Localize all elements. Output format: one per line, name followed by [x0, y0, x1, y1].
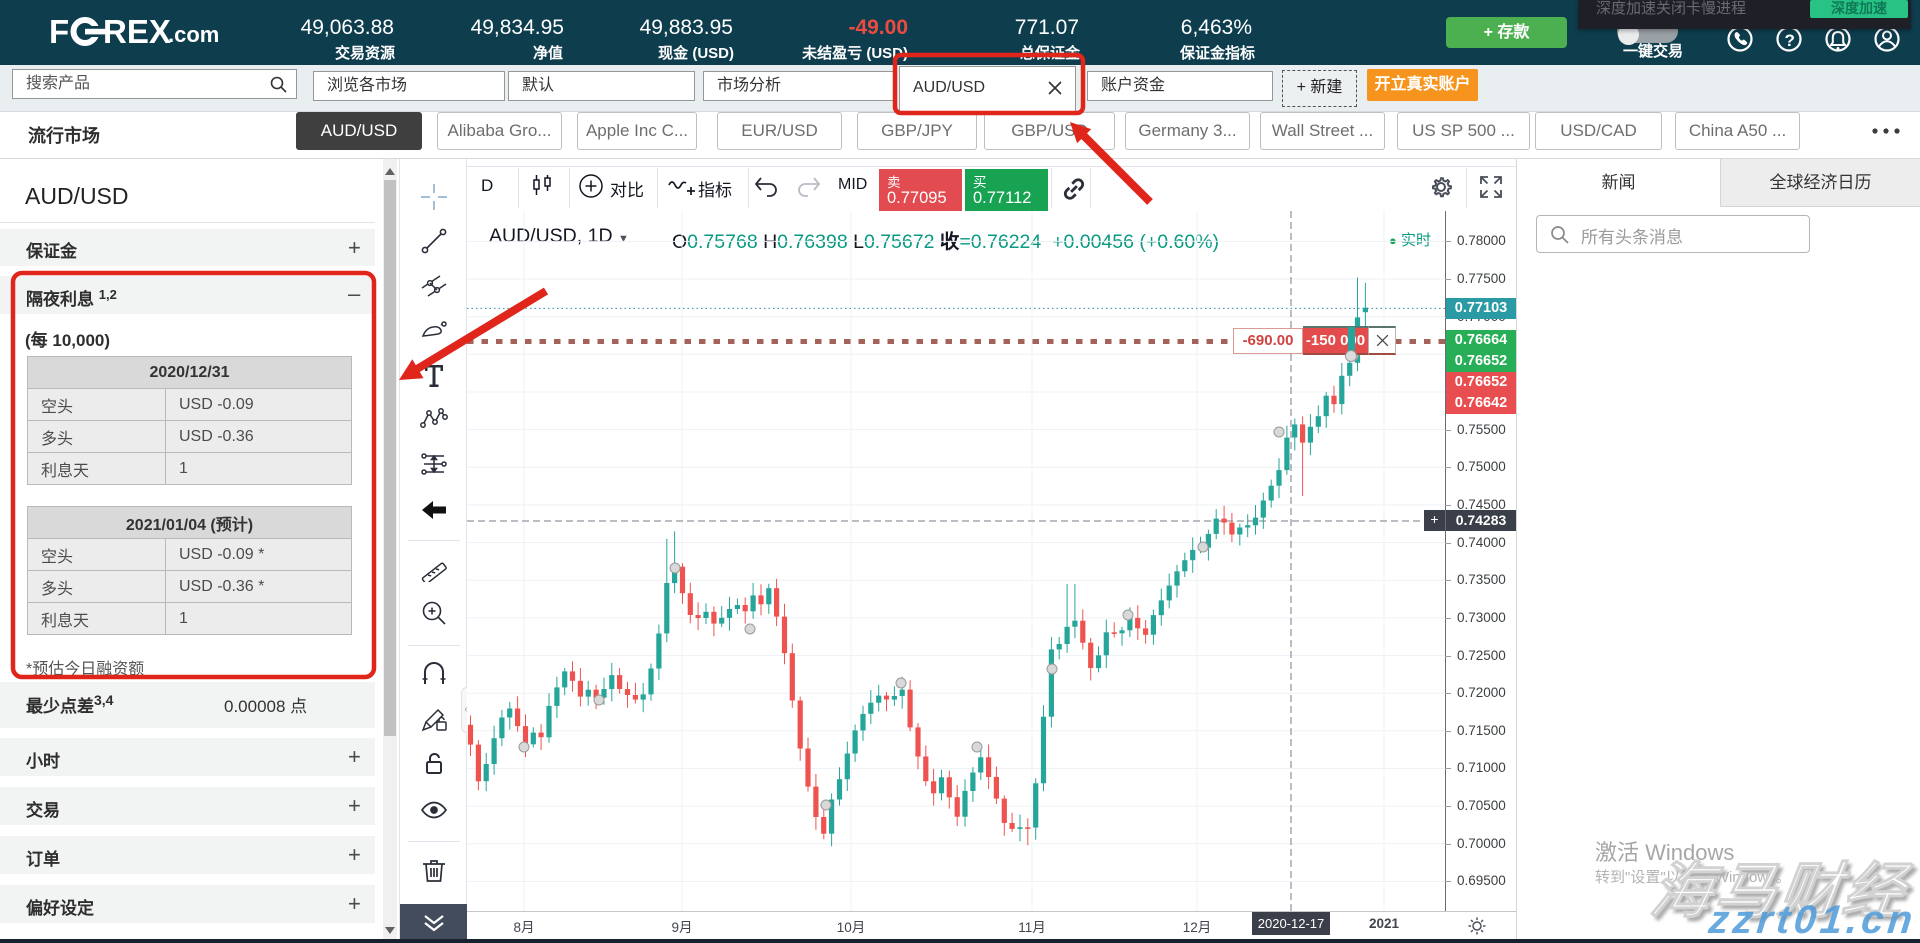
- svg-text:REX: REX: [103, 16, 171, 50]
- svg-text:?: ?: [1785, 31, 1795, 50]
- svg-text:F: F: [49, 16, 69, 50]
- svg-text:.com: .com: [168, 22, 219, 47]
